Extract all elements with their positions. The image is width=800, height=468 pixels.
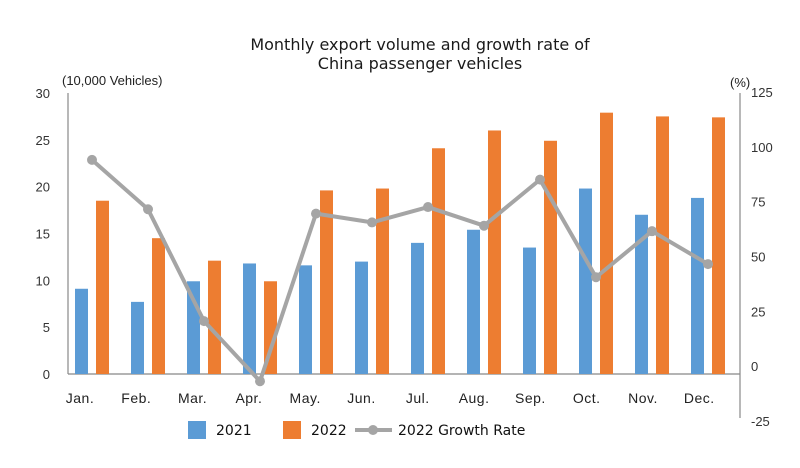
left-tick-label: 0 xyxy=(43,367,50,382)
legend-label-2021: 2021 xyxy=(216,423,252,439)
category-label: Aug. xyxy=(459,390,490,406)
right-tick-label: 75 xyxy=(751,195,765,210)
bar-2022 xyxy=(376,188,389,374)
left-tick-label: 15 xyxy=(36,227,50,242)
left-tick-label: 25 xyxy=(36,133,50,148)
bar-2022 xyxy=(656,116,669,375)
growth-rate-point xyxy=(255,376,265,387)
category-label: May. xyxy=(290,390,321,406)
category-label: Dec. xyxy=(684,390,715,406)
left-tick-label: 10 xyxy=(36,273,50,288)
bar-2022 xyxy=(96,200,109,374)
bar-2022 xyxy=(488,130,501,374)
growth-rate-point xyxy=(423,202,433,213)
growth-rate-point xyxy=(703,259,713,270)
category-label: Oct. xyxy=(573,390,601,406)
growth-rate-point xyxy=(535,174,545,185)
category-label: Jan. xyxy=(66,390,94,406)
bar-2022 xyxy=(712,117,725,374)
growth-rate-line xyxy=(90,158,710,384)
bar-2021 xyxy=(691,197,704,374)
bar-2021 xyxy=(243,263,256,374)
growth-rate-point xyxy=(199,316,209,327)
legend-label-2022: 2022 xyxy=(311,423,347,439)
bar-2022 xyxy=(600,112,613,375)
chart-title-line-1: Monthly export volume and growth rate of xyxy=(250,35,590,54)
right-tick-label: 0 xyxy=(751,359,758,374)
right-tick-label: 50 xyxy=(751,250,765,265)
category-label: Jun. xyxy=(347,390,375,406)
legend-swatch-2022 xyxy=(283,421,301,439)
bar-2022 xyxy=(320,190,333,374)
bar-2021 xyxy=(467,229,480,374)
bar-2022 xyxy=(432,148,445,374)
left-tick-label: 20 xyxy=(36,180,50,195)
right-tick-label: -25 xyxy=(751,414,770,429)
bar-2021 xyxy=(131,301,144,374)
growth-rate-point xyxy=(87,154,97,165)
bar-2021 xyxy=(635,214,648,374)
bar-2021 xyxy=(523,247,536,374)
category-label: Jul. xyxy=(406,390,430,406)
left-axis-unit: (10,000 Vehicles) xyxy=(62,73,162,88)
category-label: Sep. xyxy=(515,390,546,406)
right-tick-label: 25 xyxy=(751,304,765,319)
legend-swatch-2021 xyxy=(188,421,206,439)
right-axis-unit: (%) xyxy=(730,75,750,90)
growth-rate-point xyxy=(479,220,489,231)
legend-label-growth-rate: 2022 Growth Rate xyxy=(398,423,525,439)
growth-rate-point xyxy=(311,208,321,219)
growth-rate-point xyxy=(647,226,657,237)
bar-2021 xyxy=(579,188,592,374)
right-tick-label: 125 xyxy=(751,85,773,100)
bar-2022 xyxy=(544,140,557,374)
legend-marker-growth-rate xyxy=(368,425,378,435)
bar-2022 xyxy=(208,260,221,374)
right-tick-label: 100 xyxy=(751,140,773,155)
bar-2021 xyxy=(355,261,368,374)
category-label: Mar. xyxy=(178,390,207,406)
category-label: Nov. xyxy=(628,390,658,406)
category-label: Feb. xyxy=(121,390,151,406)
growth-rate-point xyxy=(143,204,153,215)
growth-rate-point xyxy=(591,272,601,283)
bar-2022 xyxy=(264,281,277,374)
left-tick-label: 5 xyxy=(43,320,50,335)
bar-2021 xyxy=(75,288,88,374)
growth-rate-point xyxy=(367,217,377,228)
bar-2022 xyxy=(152,238,165,374)
chart-title-line-2: China passenger vehicles xyxy=(318,54,522,73)
category-label: Apr. xyxy=(235,390,262,406)
bar-2021 xyxy=(411,242,424,374)
bar-2021 xyxy=(299,265,312,374)
left-tick-label: 30 xyxy=(36,86,50,101)
